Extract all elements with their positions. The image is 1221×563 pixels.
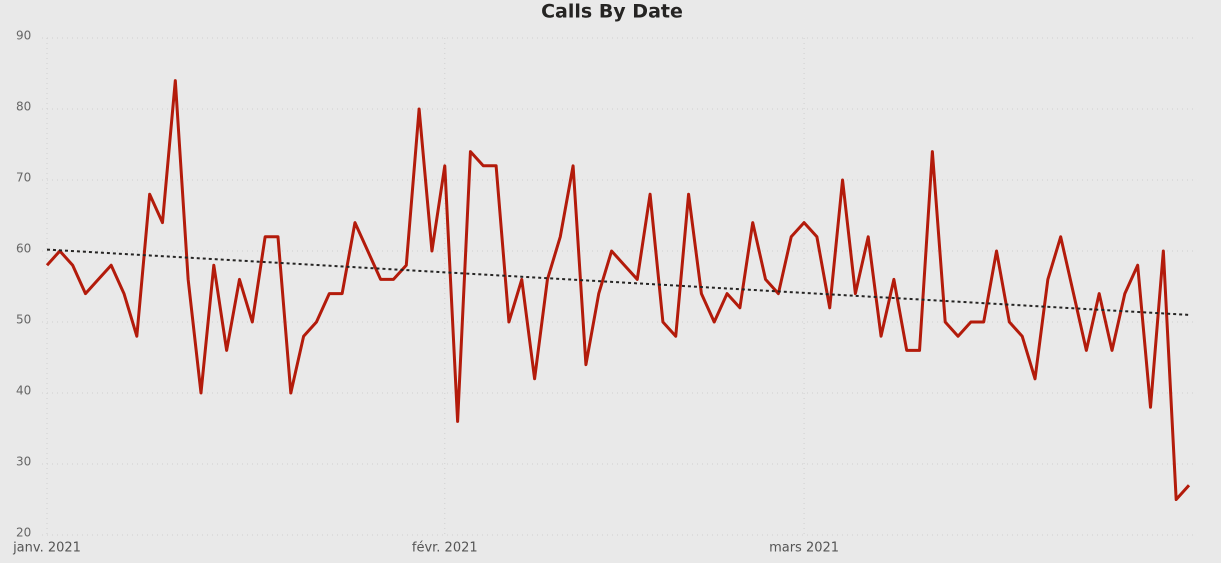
y-tick-label: 90 [16, 29, 31, 43]
chart-title: Calls By Date [541, 1, 683, 23]
x-tick-label: mars 2021 [769, 541, 839, 556]
x-tick-label: janv. 2021 [12, 541, 81, 556]
y-tick-label: 20 [16, 526, 31, 540]
trend-line [46, 248, 1190, 316]
y-tick-label: 50 [16, 313, 31, 327]
y-tick-label: 40 [16, 384, 31, 398]
data-line [45, 79, 1191, 501]
y-tick-label: 60 [16, 242, 31, 256]
y-tick-label: 70 [16, 171, 31, 185]
x-tick-label: févr. 2021 [412, 541, 478, 556]
y-tick-label: 80 [16, 100, 31, 114]
y-tick-label: 30 [16, 455, 31, 469]
